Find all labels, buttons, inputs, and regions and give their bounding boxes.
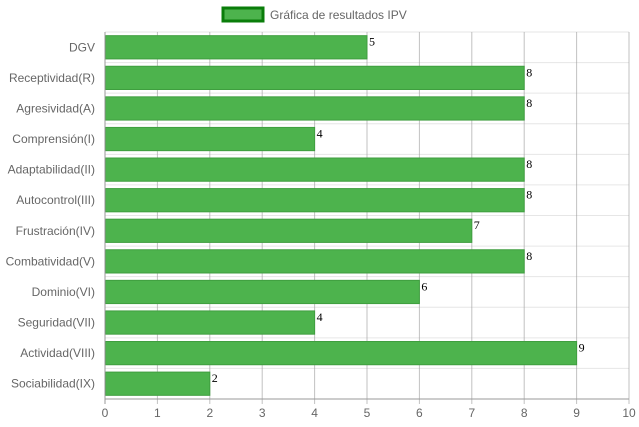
bar[interactable] [105, 157, 525, 182]
y-category-label: Seguridad(VII) [18, 316, 95, 330]
y-category-label: Dominio(VI) [32, 285, 95, 299]
legend-swatch[interactable] [221, 6, 265, 23]
bar-value-label: 8 [526, 157, 532, 171]
y-category-label: Actividad(VIII) [20, 346, 95, 360]
bar[interactable] [105, 65, 525, 90]
bar-value-label: 4 [317, 310, 323, 324]
x-tick-label: 5 [364, 406, 371, 420]
y-category-label: Comprensión(I) [12, 132, 95, 146]
bar[interactable] [105, 371, 211, 396]
bar[interactable] [105, 126, 316, 152]
x-tick-label: 1 [154, 406, 161, 420]
y-category-label: Agresividad(A) [16, 101, 95, 115]
bar-value-label: 4 [317, 126, 323, 140]
labels: 0 1 2 3 4 5 6 7 8 9 10 DGV 5 Receptividad(R) 8 Agresivi… [6, 35, 636, 420]
bar-value-label: 6 [421, 279, 427, 293]
bar[interactable] [105, 96, 525, 121]
x-tick-label: 0 [102, 406, 109, 420]
x-tick-label: 9 [573, 406, 580, 420]
y-category-label: Combatividad(V) [6, 254, 95, 268]
y-category-label: Receptividad(R) [9, 71, 95, 85]
x-tick-label: 4 [311, 406, 318, 420]
y-category-label: Frustración(IV) [16, 224, 95, 238]
x-tick-label: 7 [468, 406, 475, 420]
bar[interactable] [105, 188, 525, 213]
bar[interactable] [105, 218, 473, 243]
bar-value-label: 8 [526, 188, 532, 202]
y-category-label: Sociabilidad(IX) [11, 377, 95, 391]
bar-value-label: 9 [579, 341, 585, 355]
bar-value-label: 2 [212, 371, 218, 385]
bar-value-label: 8 [526, 65, 532, 79]
bar-value-label: 8 [526, 96, 532, 110]
x-tick-label: 2 [206, 406, 213, 420]
y-category-label: DGV [69, 40, 95, 54]
x-tick-label: 8 [521, 406, 528, 420]
bar-value-label: 5 [369, 35, 375, 49]
bar[interactable] [105, 341, 578, 366]
bar-value-label: 8 [526, 249, 532, 263]
bar[interactable] [105, 279, 420, 305]
bar[interactable] [105, 310, 316, 335]
y-category-label: Autocontrol(III) [16, 193, 95, 207]
x-tick-label: 6 [416, 406, 423, 420]
bar[interactable] [105, 249, 525, 274]
bar[interactable] [105, 35, 368, 60]
x-tick-label: 3 [259, 406, 266, 420]
x-tick-label: 10 [622, 406, 636, 420]
axes [104, 32, 629, 400]
legend-label[interactable]: Gráfica de resultados IPV [270, 8, 407, 22]
bar-value-label: 7 [474, 218, 480, 232]
y-category-label: Adaptabilidad(II) [8, 163, 95, 177]
legend[interactable]: Gráfica de resultados IPV [221, 6, 407, 23]
